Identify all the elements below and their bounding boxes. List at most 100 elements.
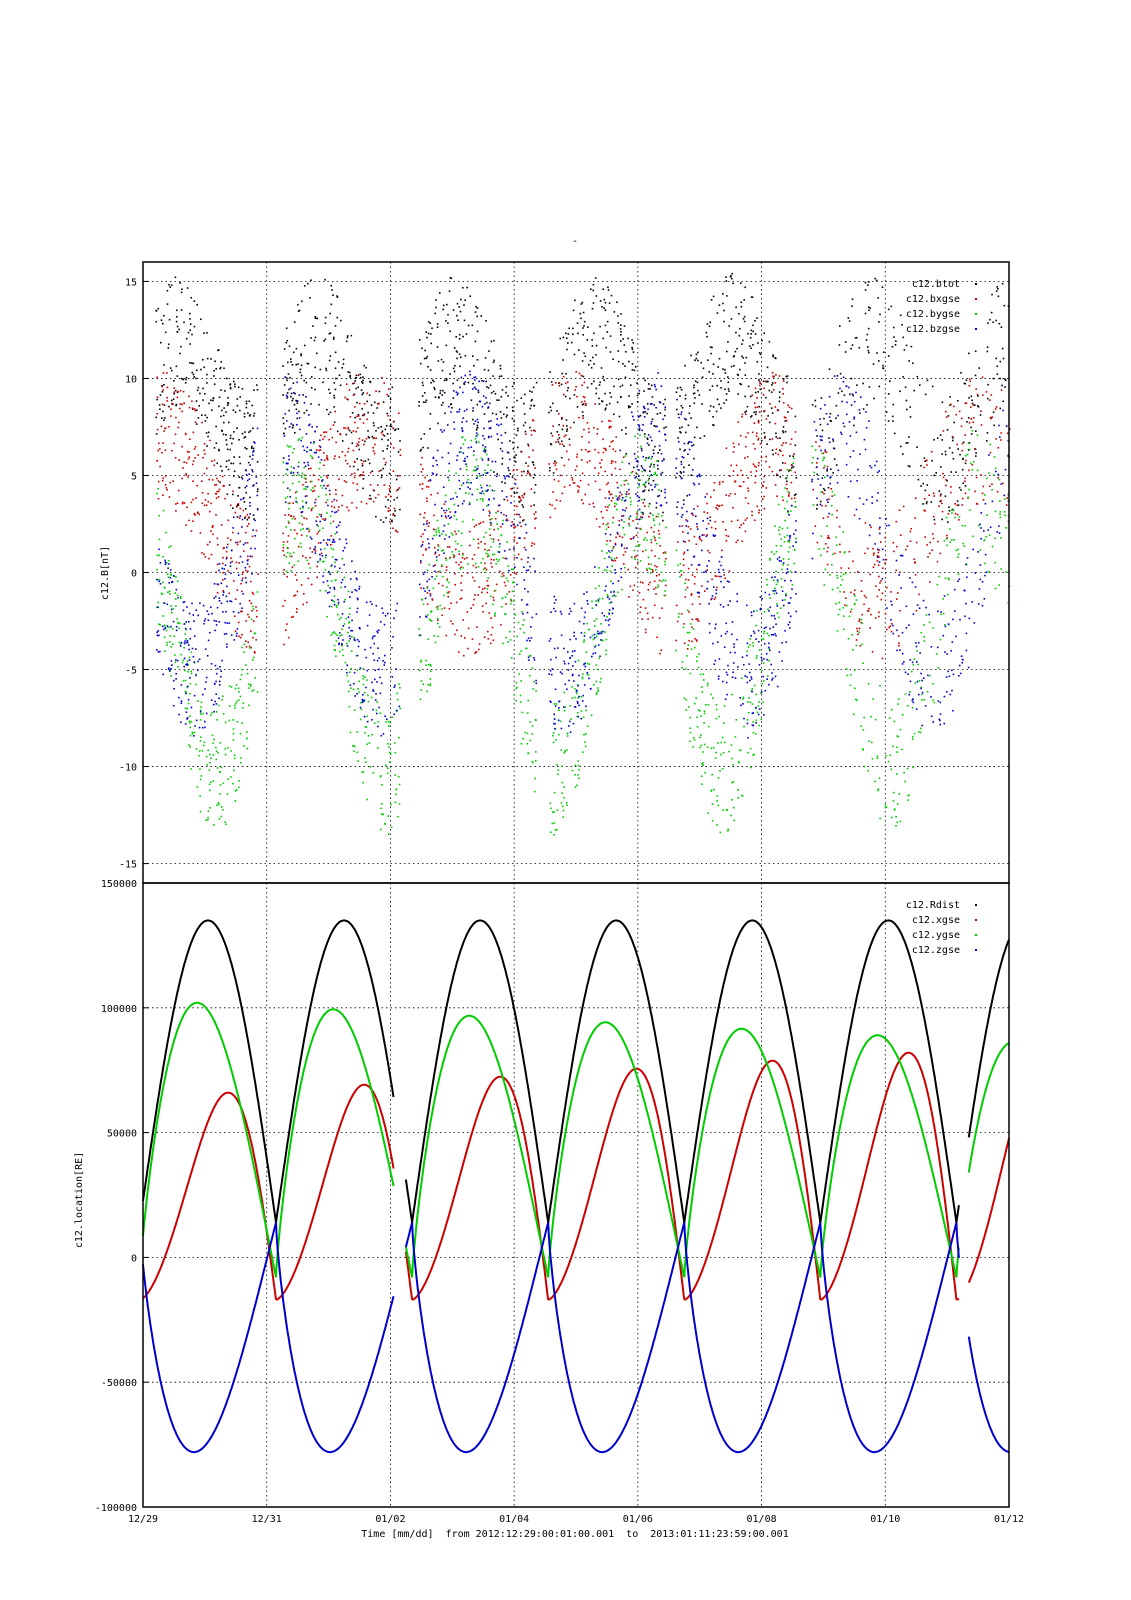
field-point: [774, 422, 777, 425]
field-point: [879, 582, 881, 584]
field-point: [844, 341, 847, 343]
field-point: [646, 531, 648, 534]
field-point: [556, 828, 558, 831]
field-point: [221, 699, 223, 701]
field-point: [595, 344, 598, 347]
field-point: [167, 668, 170, 670]
field-point: [647, 589, 650, 591]
field-point: [750, 690, 753, 692]
field-point: [950, 509, 953, 511]
field-point: [566, 348, 568, 351]
field-point: [584, 493, 586, 496]
field-point: [487, 630, 489, 633]
field-point: [961, 468, 964, 471]
field-point: [453, 515, 456, 517]
field-point: [183, 646, 185, 649]
field-point: [913, 658, 916, 660]
field-point: [305, 478, 307, 480]
field-point: [360, 376, 362, 379]
field-point: [427, 486, 430, 488]
field-point: [779, 533, 781, 536]
field-point: [552, 402, 554, 405]
field-point: [913, 558, 916, 560]
field-point: [643, 498, 646, 501]
field-point: [169, 593, 171, 595]
field-point: [534, 518, 536, 520]
field-point: [932, 515, 935, 518]
field-point: [755, 470, 758, 472]
field-point: [234, 385, 236, 388]
field-point: [240, 582, 242, 585]
field-point: [314, 548, 316, 550]
field-point: [576, 465, 578, 468]
field-point: [292, 615, 295, 618]
field-point: [241, 668, 243, 671]
field-point: [298, 480, 300, 483]
field-point: [219, 771, 221, 773]
field-point: [237, 503, 240, 505]
field-point: [176, 331, 179, 333]
field-point: [234, 800, 237, 802]
field-point: [163, 419, 165, 422]
field-point: [293, 564, 295, 566]
field-point: [207, 639, 210, 642]
field-point: [939, 638, 942, 641]
field-point: [483, 448, 486, 450]
field-point: [473, 365, 475, 367]
field-point: [346, 336, 349, 339]
field-point: [197, 660, 199, 663]
field-point: [165, 531, 167, 534]
field-point: [552, 811, 554, 813]
field-point: [951, 512, 953, 514]
field-point: [351, 502, 353, 504]
field-point: [287, 636, 290, 639]
field-point: [967, 442, 970, 444]
field-point: [460, 298, 462, 301]
field-point: [765, 578, 768, 581]
field-point: [631, 556, 633, 559]
field-point: [794, 444, 797, 447]
field-point: [727, 828, 730, 831]
field-point: [651, 403, 653, 405]
field-point: [490, 558, 493, 561]
field-point: [518, 653, 521, 655]
field-point: [901, 324, 903, 326]
field-point: [420, 471, 423, 473]
field-point: [288, 562, 291, 564]
field-point: [323, 431, 326, 433]
field-point: [335, 441, 337, 444]
field-point: [648, 444, 650, 446]
field-point: [182, 467, 184, 469]
field-point: [601, 420, 603, 423]
field-point: [288, 502, 291, 504]
field-point: [816, 473, 818, 476]
field-point: [535, 690, 537, 692]
field-point: [520, 451, 523, 453]
field-point: [229, 705, 231, 707]
field-point: [529, 654, 532, 657]
field-point: [707, 812, 709, 814]
field-point: [475, 440, 477, 443]
field-point: [390, 803, 392, 806]
field-point: [377, 721, 380, 723]
field-point: [532, 386, 535, 389]
field-point: [742, 318, 745, 320]
field-point: [241, 646, 243, 649]
field-point: [302, 603, 304, 606]
field-point: [644, 483, 646, 485]
field-point: [972, 404, 975, 406]
field-point: [296, 532, 298, 535]
field-point: [344, 396, 346, 399]
field-point: [172, 398, 175, 400]
field-point: [334, 561, 336, 564]
field-point: [964, 462, 967, 465]
field-point: [885, 411, 888, 413]
field-point: [334, 325, 337, 327]
field-point: [1000, 537, 1002, 539]
field-point: [329, 392, 331, 394]
field-point: [179, 352, 181, 355]
field-point: [372, 635, 374, 638]
field-point: [210, 781, 212, 783]
field-point: [234, 707, 236, 709]
field-point: [703, 679, 705, 681]
